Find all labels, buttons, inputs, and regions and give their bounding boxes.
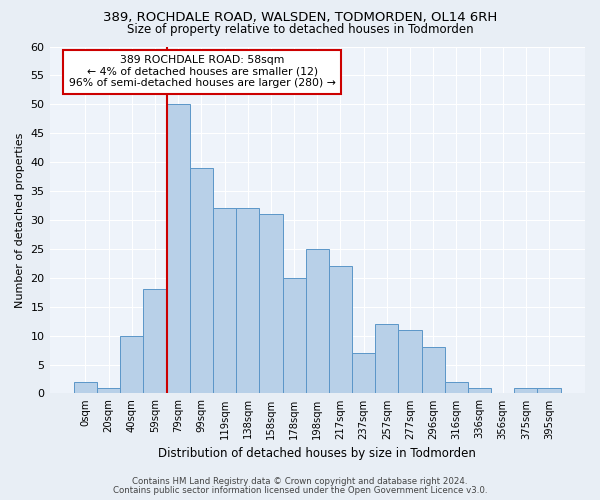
Bar [283,278,305,394]
X-axis label: Distribution of detached houses by size in Todmorden: Distribution of detached houses by size … [158,447,476,460]
Bar [305,249,329,394]
Bar [190,168,213,394]
Text: 389, ROCHDALE ROAD, WALSDEN, TODMORDEN, OL14 6RH: 389, ROCHDALE ROAD, WALSDEN, TODMORDEN, … [103,11,497,24]
Text: Contains HM Land Registry data © Crown copyright and database right 2024.: Contains HM Land Registry data © Crown c… [132,477,468,486]
Bar [329,266,352,394]
Bar [468,388,491,394]
Y-axis label: Number of detached properties: Number of detached properties [15,132,25,308]
Bar [213,208,236,394]
Bar [259,214,283,394]
Bar [514,388,538,394]
Text: Contains public sector information licensed under the Open Government Licence v3: Contains public sector information licen… [113,486,487,495]
Bar [445,382,468,394]
Bar [97,388,120,394]
Bar [375,324,398,394]
Bar [352,353,375,394]
Bar [143,290,167,394]
Bar [120,336,143,394]
Bar [167,104,190,394]
Text: Size of property relative to detached houses in Todmorden: Size of property relative to detached ho… [127,22,473,36]
Bar [422,347,445,394]
Bar [236,208,259,394]
Bar [74,382,97,394]
Bar [398,330,422,394]
Text: 389 ROCHDALE ROAD: 58sqm
← 4% of detached houses are smaller (12)
96% of semi-de: 389 ROCHDALE ROAD: 58sqm ← 4% of detache… [69,55,335,88]
Bar [538,388,560,394]
